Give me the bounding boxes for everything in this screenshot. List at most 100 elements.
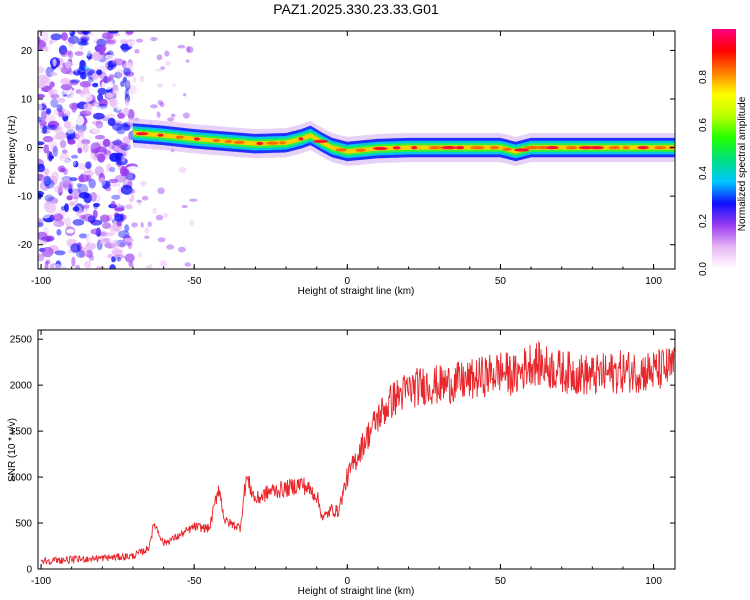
noise-blob — [56, 229, 62, 236]
noise-blob — [58, 110, 65, 118]
noise-blob — [104, 54, 116, 60]
noise-blob — [132, 75, 137, 83]
noise-blob — [112, 122, 124, 131]
noise-blob — [62, 178, 72, 184]
colorbar-tick-label: 0.2 — [698, 214, 709, 228]
noise-blob — [189, 220, 195, 226]
noise-blob — [123, 123, 131, 131]
noise-blob — [116, 69, 124, 78]
colorbar-ticks: 0.0 0.2 0.4 0.6 0.8 — [698, 70, 709, 276]
noise-blob — [77, 41, 89, 46]
noise-blob — [72, 206, 80, 212]
noise-blob — [122, 76, 127, 83]
noise-blob — [47, 88, 58, 96]
noise-blob — [150, 104, 158, 109]
noise-blob — [107, 117, 116, 127]
snr-x-axis: -100 -50 0 50 100 — [31, 330, 662, 587]
chart-title: PAZ1.2025.330.23.33.G01 — [273, 1, 439, 17]
colorbar-tick-label: 0.6 — [698, 118, 709, 132]
noise-blob — [113, 254, 126, 259]
noise-blob — [101, 80, 114, 90]
noise-blob — [68, 177, 78, 182]
noise-blob — [38, 31, 44, 35]
noise-blob — [98, 44, 106, 56]
noise-blob — [100, 214, 110, 223]
noise-blob — [62, 180, 74, 191]
noise-blob — [124, 88, 129, 98]
ridge-peak — [455, 146, 465, 150]
noise-blob — [48, 183, 55, 189]
noise-blob — [38, 111, 42, 118]
noise-blob — [166, 244, 175, 250]
noise-blob — [44, 194, 54, 202]
noise-blob — [41, 31, 49, 43]
noise-blob — [86, 50, 92, 61]
ridge-peak — [256, 141, 264, 146]
noise-blob — [44, 114, 56, 122]
noise-blob — [60, 32, 68, 41]
noise-blob — [79, 45, 84, 51]
noise-blob — [94, 134, 106, 140]
noise-blob — [42, 135, 54, 143]
ridge-peak — [489, 146, 500, 150]
noise-blob — [115, 160, 121, 166]
noise-blob — [167, 117, 175, 122]
noise-blob — [157, 237, 166, 243]
noise-blob — [43, 144, 50, 154]
noise-blob — [187, 46, 194, 54]
noise-blob — [73, 69, 81, 76]
noise-blob — [116, 220, 122, 227]
noise-blob — [144, 235, 150, 239]
noise-blob — [38, 102, 43, 112]
noise-blob — [120, 178, 128, 185]
noise-blob — [76, 115, 85, 126]
noise-blob — [114, 174, 127, 183]
noise-blob — [59, 180, 71, 188]
noise-blob — [67, 159, 77, 167]
noise-blob — [116, 142, 129, 148]
noise-blob — [86, 53, 93, 60]
noise-blob — [41, 246, 54, 258]
noise-blob — [39, 119, 47, 127]
noise-blob — [123, 67, 131, 76]
noise-blob — [48, 222, 56, 227]
noise-blob — [140, 222, 144, 228]
ridge-peak — [502, 147, 512, 151]
ridge-peak — [392, 146, 401, 150]
noise-blob — [67, 212, 75, 218]
noise-blob — [109, 97, 117, 107]
ridge-peak — [514, 148, 530, 152]
noise-blob — [85, 161, 92, 169]
noise-blob — [144, 227, 150, 234]
noise-blob — [60, 239, 68, 244]
ridge-peak — [637, 146, 649, 150]
noise-blob — [60, 65, 72, 75]
noise-blob — [131, 189, 136, 194]
noise-blob — [125, 80, 131, 91]
noise-blob — [82, 93, 93, 103]
y-tick-label: 0 — [26, 565, 32, 576]
noise-blob — [109, 152, 120, 162]
ridge-peak — [440, 146, 457, 150]
noise-blob — [93, 203, 99, 210]
noise-blob — [76, 249, 85, 258]
noise-blob — [111, 256, 116, 263]
ridge-peak — [157, 133, 164, 137]
noise-blob — [109, 264, 116, 269]
noise-blob — [53, 220, 65, 228]
noise-blob — [114, 213, 124, 222]
noise-blob — [54, 250, 66, 256]
noise-blob — [76, 183, 82, 188]
noise-blob — [178, 166, 187, 174]
noise-blob — [84, 68, 96, 76]
ridge-peak — [411, 146, 418, 150]
noise-blob — [52, 58, 57, 67]
snr-x-label: Height of straight line (km) — [298, 586, 415, 597]
noise-blob — [189, 198, 198, 202]
noise-blob — [68, 35, 80, 44]
noise-blob — [56, 104, 63, 112]
noise-blob — [70, 188, 82, 200]
noise-blob — [66, 228, 75, 234]
colorbar-label: Normalized spectral amplitude — [737, 96, 748, 231]
noise-blob — [91, 72, 99, 80]
